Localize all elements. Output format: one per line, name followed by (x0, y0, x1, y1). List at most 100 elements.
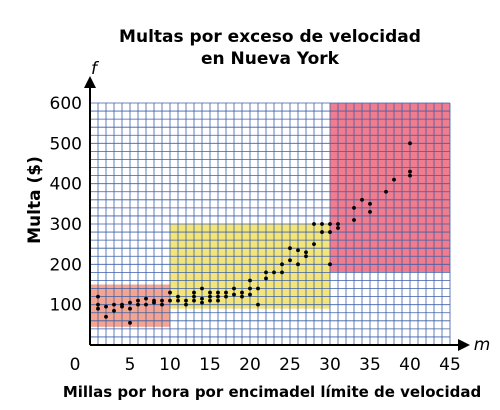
data-point (136, 303, 140, 307)
chart-title-line-2: en Nueva York (201, 49, 340, 69)
data-point (248, 279, 252, 283)
data-point (408, 141, 412, 145)
data-point (328, 262, 332, 266)
data-point (248, 287, 252, 291)
data-point (176, 299, 180, 303)
data-point (392, 178, 396, 182)
data-point (360, 198, 364, 202)
data-point (152, 301, 156, 305)
data-point (328, 230, 332, 234)
data-point (96, 295, 100, 299)
data-point (336, 226, 340, 230)
x-axis-label: Millas por hora por encimadel límite de … (63, 383, 481, 401)
data-point (312, 242, 316, 246)
data-point (192, 295, 196, 299)
data-point (104, 315, 108, 319)
data-point (408, 170, 412, 174)
data-point (296, 248, 300, 252)
data-point (224, 291, 228, 295)
data-point (216, 291, 220, 295)
data-point (96, 303, 100, 307)
data-point (240, 291, 244, 295)
data-point (168, 299, 172, 303)
y-tick-label: 200 (50, 255, 82, 275)
data-point (296, 262, 300, 266)
data-point (144, 303, 148, 307)
data-point (368, 210, 372, 214)
data-point (200, 297, 204, 301)
data-point (320, 222, 324, 226)
x-tick-label: 0 (70, 355, 81, 375)
data-point (240, 295, 244, 299)
data-point (200, 287, 204, 291)
data-point (288, 258, 292, 262)
x-variable-label: m (474, 335, 491, 355)
x-tick-label: 10 (159, 355, 181, 375)
y-variable-label: f (91, 59, 100, 79)
x-tick-label: 5 (125, 355, 136, 375)
region-3 (330, 103, 450, 272)
y-axis-label: Multa ($) (25, 156, 45, 244)
y-tick-label: 400 (50, 175, 82, 195)
data-point (120, 305, 124, 309)
data-point (136, 299, 140, 303)
data-point (128, 307, 132, 311)
data-point (144, 297, 148, 301)
y-tick-label: 600 (50, 94, 82, 114)
x-tick-label: 35 (359, 355, 381, 375)
data-point (216, 299, 220, 303)
data-point (368, 202, 372, 206)
data-point (112, 303, 116, 307)
x-axis-arrow (458, 339, 470, 351)
data-point (352, 218, 356, 222)
data-point (160, 299, 164, 303)
data-point (232, 287, 236, 291)
data-point (248, 293, 252, 297)
y-tick-label: 500 (50, 134, 82, 154)
data-point (336, 222, 340, 226)
x-tick-label: 40 (399, 355, 421, 375)
data-point (280, 271, 284, 275)
data-point (304, 250, 308, 254)
data-point (352, 206, 356, 210)
data-point (208, 299, 212, 303)
data-point (264, 277, 268, 281)
chart-title-line-1: Multas por exceso de velocidad (119, 27, 421, 47)
data-point (160, 303, 164, 307)
data-point (328, 222, 332, 226)
data-point (96, 307, 100, 311)
data-point (216, 295, 220, 299)
data-point (184, 299, 188, 303)
data-point (224, 295, 228, 299)
data-point (256, 287, 260, 291)
data-point (208, 291, 212, 295)
data-point (104, 305, 108, 309)
x-tick-label: 45 (439, 355, 461, 375)
data-point (408, 174, 412, 178)
data-point (192, 299, 196, 303)
x-tick-label: 15 (199, 355, 221, 375)
data-point (192, 291, 196, 295)
data-point (256, 303, 260, 307)
data-point (304, 254, 308, 258)
y-tick-label: 100 (50, 296, 82, 316)
x-tick-label: 30 (319, 355, 341, 375)
data-point (128, 301, 132, 305)
fine-regions (90, 103, 450, 327)
data-point (208, 295, 212, 299)
x-tick-label: 20 (239, 355, 261, 375)
data-point (312, 222, 316, 226)
data-point (384, 190, 388, 194)
data-point (288, 246, 292, 250)
data-point (264, 271, 268, 275)
x-tick-label: 25 (279, 355, 301, 375)
data-point (176, 295, 180, 299)
data-point (184, 303, 188, 307)
y-tick-label: 300 (50, 215, 82, 235)
data-point (112, 309, 116, 313)
data-point (232, 293, 236, 297)
data-point (128, 321, 132, 325)
data-point (320, 230, 324, 234)
data-point (200, 301, 204, 305)
